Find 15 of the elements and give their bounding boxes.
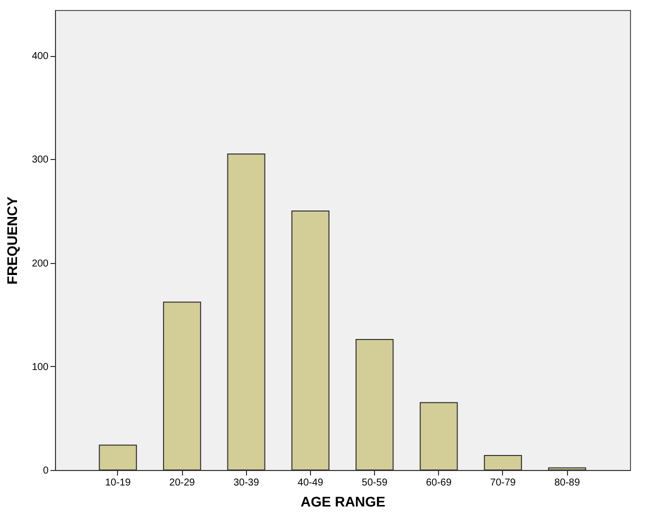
x-tick-label: 40-49: [298, 478, 324, 488]
y-tick-label: 100: [32, 362, 49, 373]
x-tick-label: 10-19: [105, 478, 132, 488]
x-tick-label: 30-39: [233, 478, 260, 488]
x-tick-label: 60-69: [426, 478, 452, 488]
x-tick-label: 50-59: [362, 478, 388, 488]
y-tick-label: 400: [32, 51, 49, 62]
x-tick-label: 80-89: [554, 478, 580, 488]
y-tick-label: 300: [32, 154, 49, 166]
x-tick-label: 70-79: [490, 478, 516, 488]
y-axis-title: FREQUENCY: [4, 196, 20, 284]
x-axis-title: AGE RANGE: [300, 494, 386, 510]
y-tick-label: 200: [32, 258, 49, 270]
y-tick-label: 0: [42, 466, 49, 476]
x-tick-label: 20-29: [169, 478, 196, 488]
